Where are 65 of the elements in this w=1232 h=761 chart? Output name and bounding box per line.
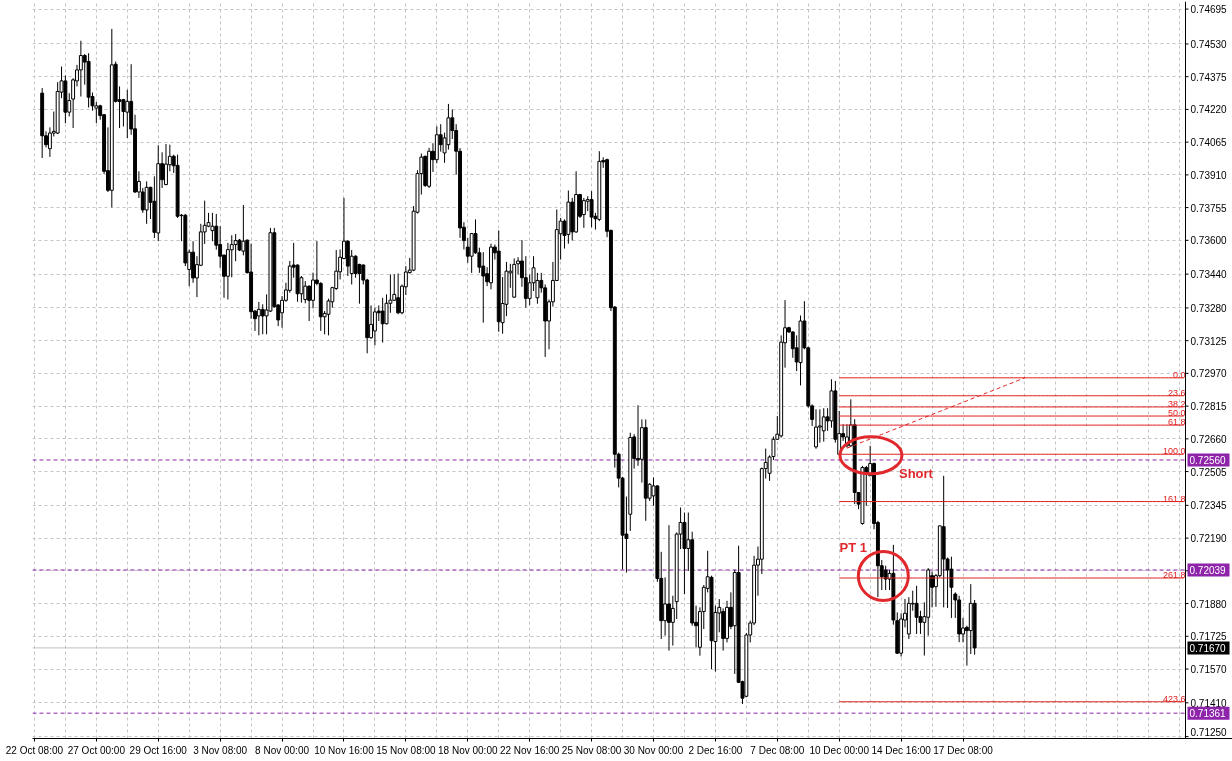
y-tick-label: 0.71725: [1190, 631, 1228, 643]
x-tick-label: 17 Dec 08:00: [933, 744, 994, 756]
series-label: 161.8: [1163, 493, 1186, 504]
y-tick-label: 0.73440: [1190, 269, 1228, 281]
y-tick-label: 0.71570: [1190, 664, 1228, 676]
y-tick-label: 0.74695: [1190, 4, 1228, 16]
candlestick: [256, 301, 261, 336]
x-tick-label: 22 Oct 08:00: [5, 744, 64, 756]
y-tick-label: 0.74375: [1190, 71, 1228, 83]
candlestick: [481, 251, 486, 324]
candlestick: [372, 307, 377, 346]
x-tick-label: 10 Dec 00:00: [809, 744, 870, 756]
x-tick-label: 22 Nov 16:00: [499, 744, 560, 756]
annotation: PT 1: [839, 540, 868, 556]
candlestick: [949, 556, 954, 619]
x-tick-label: 30 Nov 00:00: [623, 744, 684, 756]
series-label: 38.2: [1168, 398, 1186, 409]
candlestick: [78, 40, 83, 98]
x-tick-label: 3 Nov 08:00: [193, 744, 248, 756]
series-label: 50.0: [1168, 408, 1186, 419]
candlestick: [353, 254, 358, 279]
x-tick-label: 8 Nov 00:00: [255, 744, 310, 756]
ref-line-label: 0.71361: [1189, 708, 1227, 720]
y-tick-label: 0.72505: [1190, 466, 1228, 478]
ref-line-label: 0.71670: [1189, 642, 1227, 654]
x-tick-label: 27 Oct 00:00: [67, 744, 126, 756]
y-tick-label: 0.71250: [1190, 726, 1228, 738]
y-tick-label: 0.74065: [1190, 137, 1228, 149]
y-tick-label: 0.73600: [1190, 235, 1228, 247]
candlestick: [667, 524, 671, 652]
candlestick: [663, 576, 668, 637]
candlestick: [914, 585, 919, 635]
candlestick: [821, 407, 826, 443]
candlestick: [125, 89, 130, 139]
y-tick-label: 0.72970: [1190, 368, 1228, 380]
series-label: 100.0: [1163, 446, 1186, 457]
y-tick-label: 0.74530: [1190, 38, 1228, 50]
x-tick-label: 15 Nov 08:00: [376, 744, 437, 756]
x-tick-label: 10 Nov 16:00: [314, 744, 375, 756]
y-tick-label: 0.73755: [1190, 202, 1228, 214]
y-tick-label: 0.72190: [1190, 533, 1228, 545]
y-tick-label: 0.72815: [1190, 401, 1228, 413]
candlestick: [303, 280, 308, 304]
y-tick-label: 0.73125: [1190, 335, 1228, 347]
y-tick-label: 0.72660: [1190, 433, 1228, 445]
annotation: Short: [898, 465, 934, 481]
x-tick-label: 29 Oct 16:00: [129, 744, 188, 756]
candlestick: [814, 408, 818, 450]
x-tick-label: 7 Dec 08:00: [750, 744, 805, 756]
candlestick: [164, 143, 168, 186]
series-label: 261.8: [1163, 570, 1186, 581]
x-tick-label: 14 Dec 16:00: [871, 744, 932, 756]
y-tick-label: 0.73280: [1190, 302, 1228, 314]
ref-line-label: 0.72039: [1189, 564, 1227, 576]
y-tick-label: 0.72345: [1190, 500, 1228, 512]
x-tick-label: 25 Nov 08:00: [561, 744, 622, 756]
candlestick: [581, 197, 586, 229]
y-tick-label: 0.73910: [1190, 169, 1228, 181]
y-tick-label: 0.74220: [1190, 104, 1228, 116]
series-label: 61.8: [1168, 417, 1186, 428]
x-tick-label: 18 Nov 00:00: [438, 744, 498, 756]
ref-line-label: 0.72560: [1189, 454, 1227, 466]
y-tick-label: 0.71880: [1190, 598, 1228, 610]
x-tick-label: 2 Dec 16:00: [688, 744, 743, 756]
y-tick-label: 0.71410: [1190, 697, 1228, 709]
